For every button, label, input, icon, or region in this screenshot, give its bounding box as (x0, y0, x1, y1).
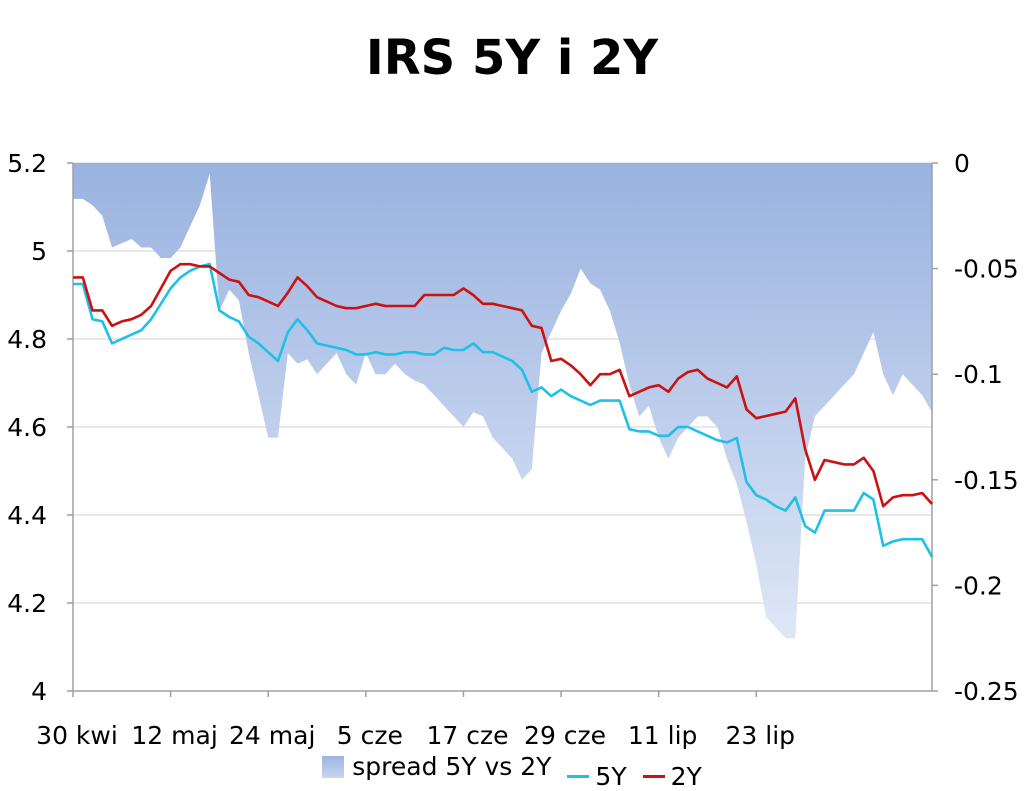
legend-item-spread: spread 5Y vs 2Y (322, 752, 551, 781)
series-line-5y (73, 262, 934, 558)
right-tick-label: -0.2 (954, 571, 1003, 600)
x-tick-label: 12 maj (131, 721, 217, 750)
right-tick-label: -0.05 (954, 255, 1019, 284)
x-tick-label: 11 lip (628, 721, 698, 750)
legend-swatch-2y (642, 774, 665, 778)
legend-swatch-5y (567, 774, 590, 778)
spread-area (73, 163, 932, 639)
legend-label-2y: 2Y (670, 761, 702, 791)
series-line-2y (73, 262, 933, 508)
x-tick-label: 17 cze (426, 721, 508, 750)
right-tick-label: -0.1 (954, 360, 1003, 389)
x-tick-label: 23 lip (726, 721, 796, 750)
left-tick-label: 5 (31, 237, 47, 266)
left-tick-label: 4.2 (7, 589, 47, 618)
legend-item-2y: 2Y (642, 761, 702, 791)
right-tick-label: -0.25 (954, 677, 1019, 706)
x-tick-label: 5 cze (337, 721, 403, 750)
x-tick-label: 24 maj (229, 721, 315, 750)
left-tick-label: 5.2 (7, 149, 47, 178)
legend-label-spread: spread 5Y vs 2Y (352, 752, 552, 781)
right-tick-label: -0.15 (954, 466, 1019, 495)
x-tick-label: 30 kwi (36, 721, 118, 750)
legend-item-5y: 5Y (567, 761, 627, 791)
legend-label-5y: 5Y (595, 761, 627, 791)
chart-title: IRS 5Y i 2Y (365, 30, 659, 86)
right-tick-label: 0 (954, 149, 970, 178)
left-tick-label: 4 (31, 677, 47, 706)
left-tick-label: 4.6 (7, 413, 47, 442)
legend-swatch-spread (322, 755, 345, 778)
legend: spread 5Y vs 2Y 5Y 2Y (0, 752, 1024, 791)
x-tick-label: 29 cze (524, 721, 606, 750)
left-tick-label: 4.8 (7, 325, 47, 354)
left-tick-label: 4.4 (7, 501, 47, 530)
